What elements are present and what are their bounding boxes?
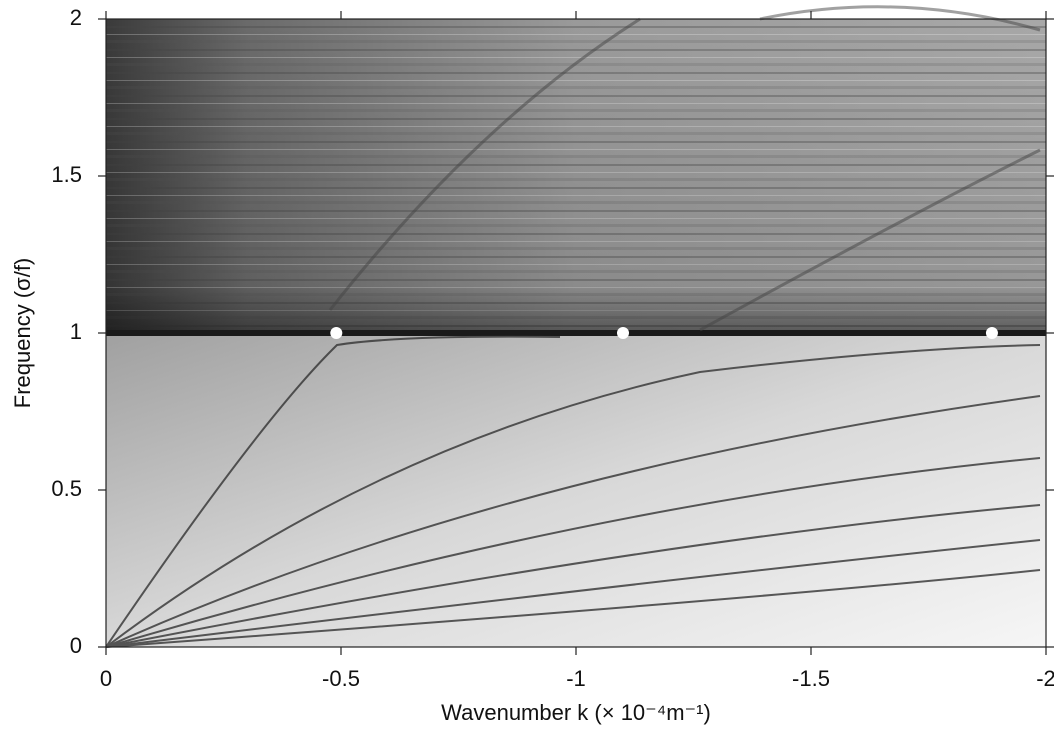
point	[617, 327, 629, 339]
y-tick-label: 0.5	[51, 476, 82, 501]
y-tick-label: 1	[70, 319, 82, 344]
x-tick-label: -1.5	[792, 666, 830, 691]
point	[985, 327, 998, 339]
x-tick-label: -0.5	[322, 666, 360, 691]
y-tick-label: 0	[70, 633, 82, 658]
x-axis-label: Wavenumber k (× 10⁻⁴m⁻¹)	[441, 700, 711, 725]
heatmap	[105, 5, 1046, 648]
x-tick-label: -1	[566, 666, 586, 691]
y-axis-label: Frequency (σ/f)	[10, 258, 35, 409]
x-tick-label: -2	[1036, 666, 1054, 691]
y-tick-label: 2	[70, 5, 82, 30]
y-tick-label: 1.5	[51, 162, 82, 187]
x-tick-label: 0	[100, 666, 112, 691]
point	[330, 327, 343, 339]
